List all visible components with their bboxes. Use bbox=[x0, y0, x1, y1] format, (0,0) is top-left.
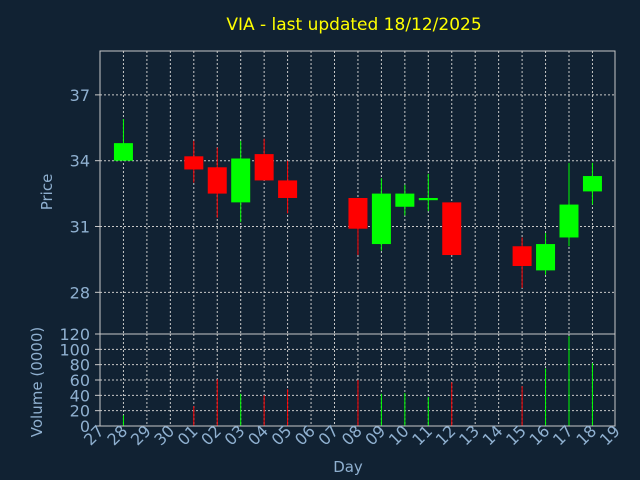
price-tick-label: 37 bbox=[70, 86, 90, 105]
volume-tick-label: 0 bbox=[80, 417, 90, 436]
candles bbox=[113, 119, 602, 288]
x-axis-label: Day bbox=[333, 458, 363, 476]
candle-body bbox=[113, 143, 133, 161]
price-tick-label: 31 bbox=[70, 218, 90, 237]
chart-title: VIA - last updated 18/12/2025 bbox=[226, 15, 481, 35]
candle-body bbox=[207, 167, 227, 194]
volume-tick-label: 80 bbox=[70, 356, 90, 375]
volume-tick-label: 120 bbox=[59, 325, 90, 344]
volume-axis-label: Volume (0000) bbox=[28, 327, 46, 437]
candle-body bbox=[231, 158, 251, 203]
candle-body bbox=[254, 154, 274, 181]
volume-tick-label: 60 bbox=[70, 371, 90, 390]
price-panel: 28 31 34 37 bbox=[70, 50, 616, 335]
candle-body bbox=[395, 193, 415, 207]
price-axis-label: Price bbox=[38, 174, 56, 211]
candle-body bbox=[512, 246, 532, 266]
candle-body bbox=[418, 197, 438, 201]
candle-body bbox=[348, 197, 368, 229]
candle-body bbox=[184, 156, 204, 170]
volume-tick-label: 40 bbox=[70, 386, 90, 405]
candle-body bbox=[278, 180, 298, 198]
x-axis: 2728293001020304050607080910111213141516… bbox=[80, 421, 624, 449]
price-tick-label: 34 bbox=[70, 152, 90, 171]
price-tick-label: 28 bbox=[70, 283, 90, 302]
price-axis: 28 31 34 37 bbox=[70, 86, 100, 302]
volume-tick-label: 100 bbox=[59, 340, 90, 359]
candle-body bbox=[582, 176, 602, 192]
volume-bars bbox=[122, 336, 593, 426]
candle-body bbox=[536, 244, 556, 271]
volume-frame bbox=[99, 333, 616, 427]
candle-body bbox=[442, 202, 462, 256]
volume-tick-label: 20 bbox=[70, 402, 90, 421]
candle-body bbox=[559, 204, 579, 238]
candle-body bbox=[371, 193, 391, 245]
